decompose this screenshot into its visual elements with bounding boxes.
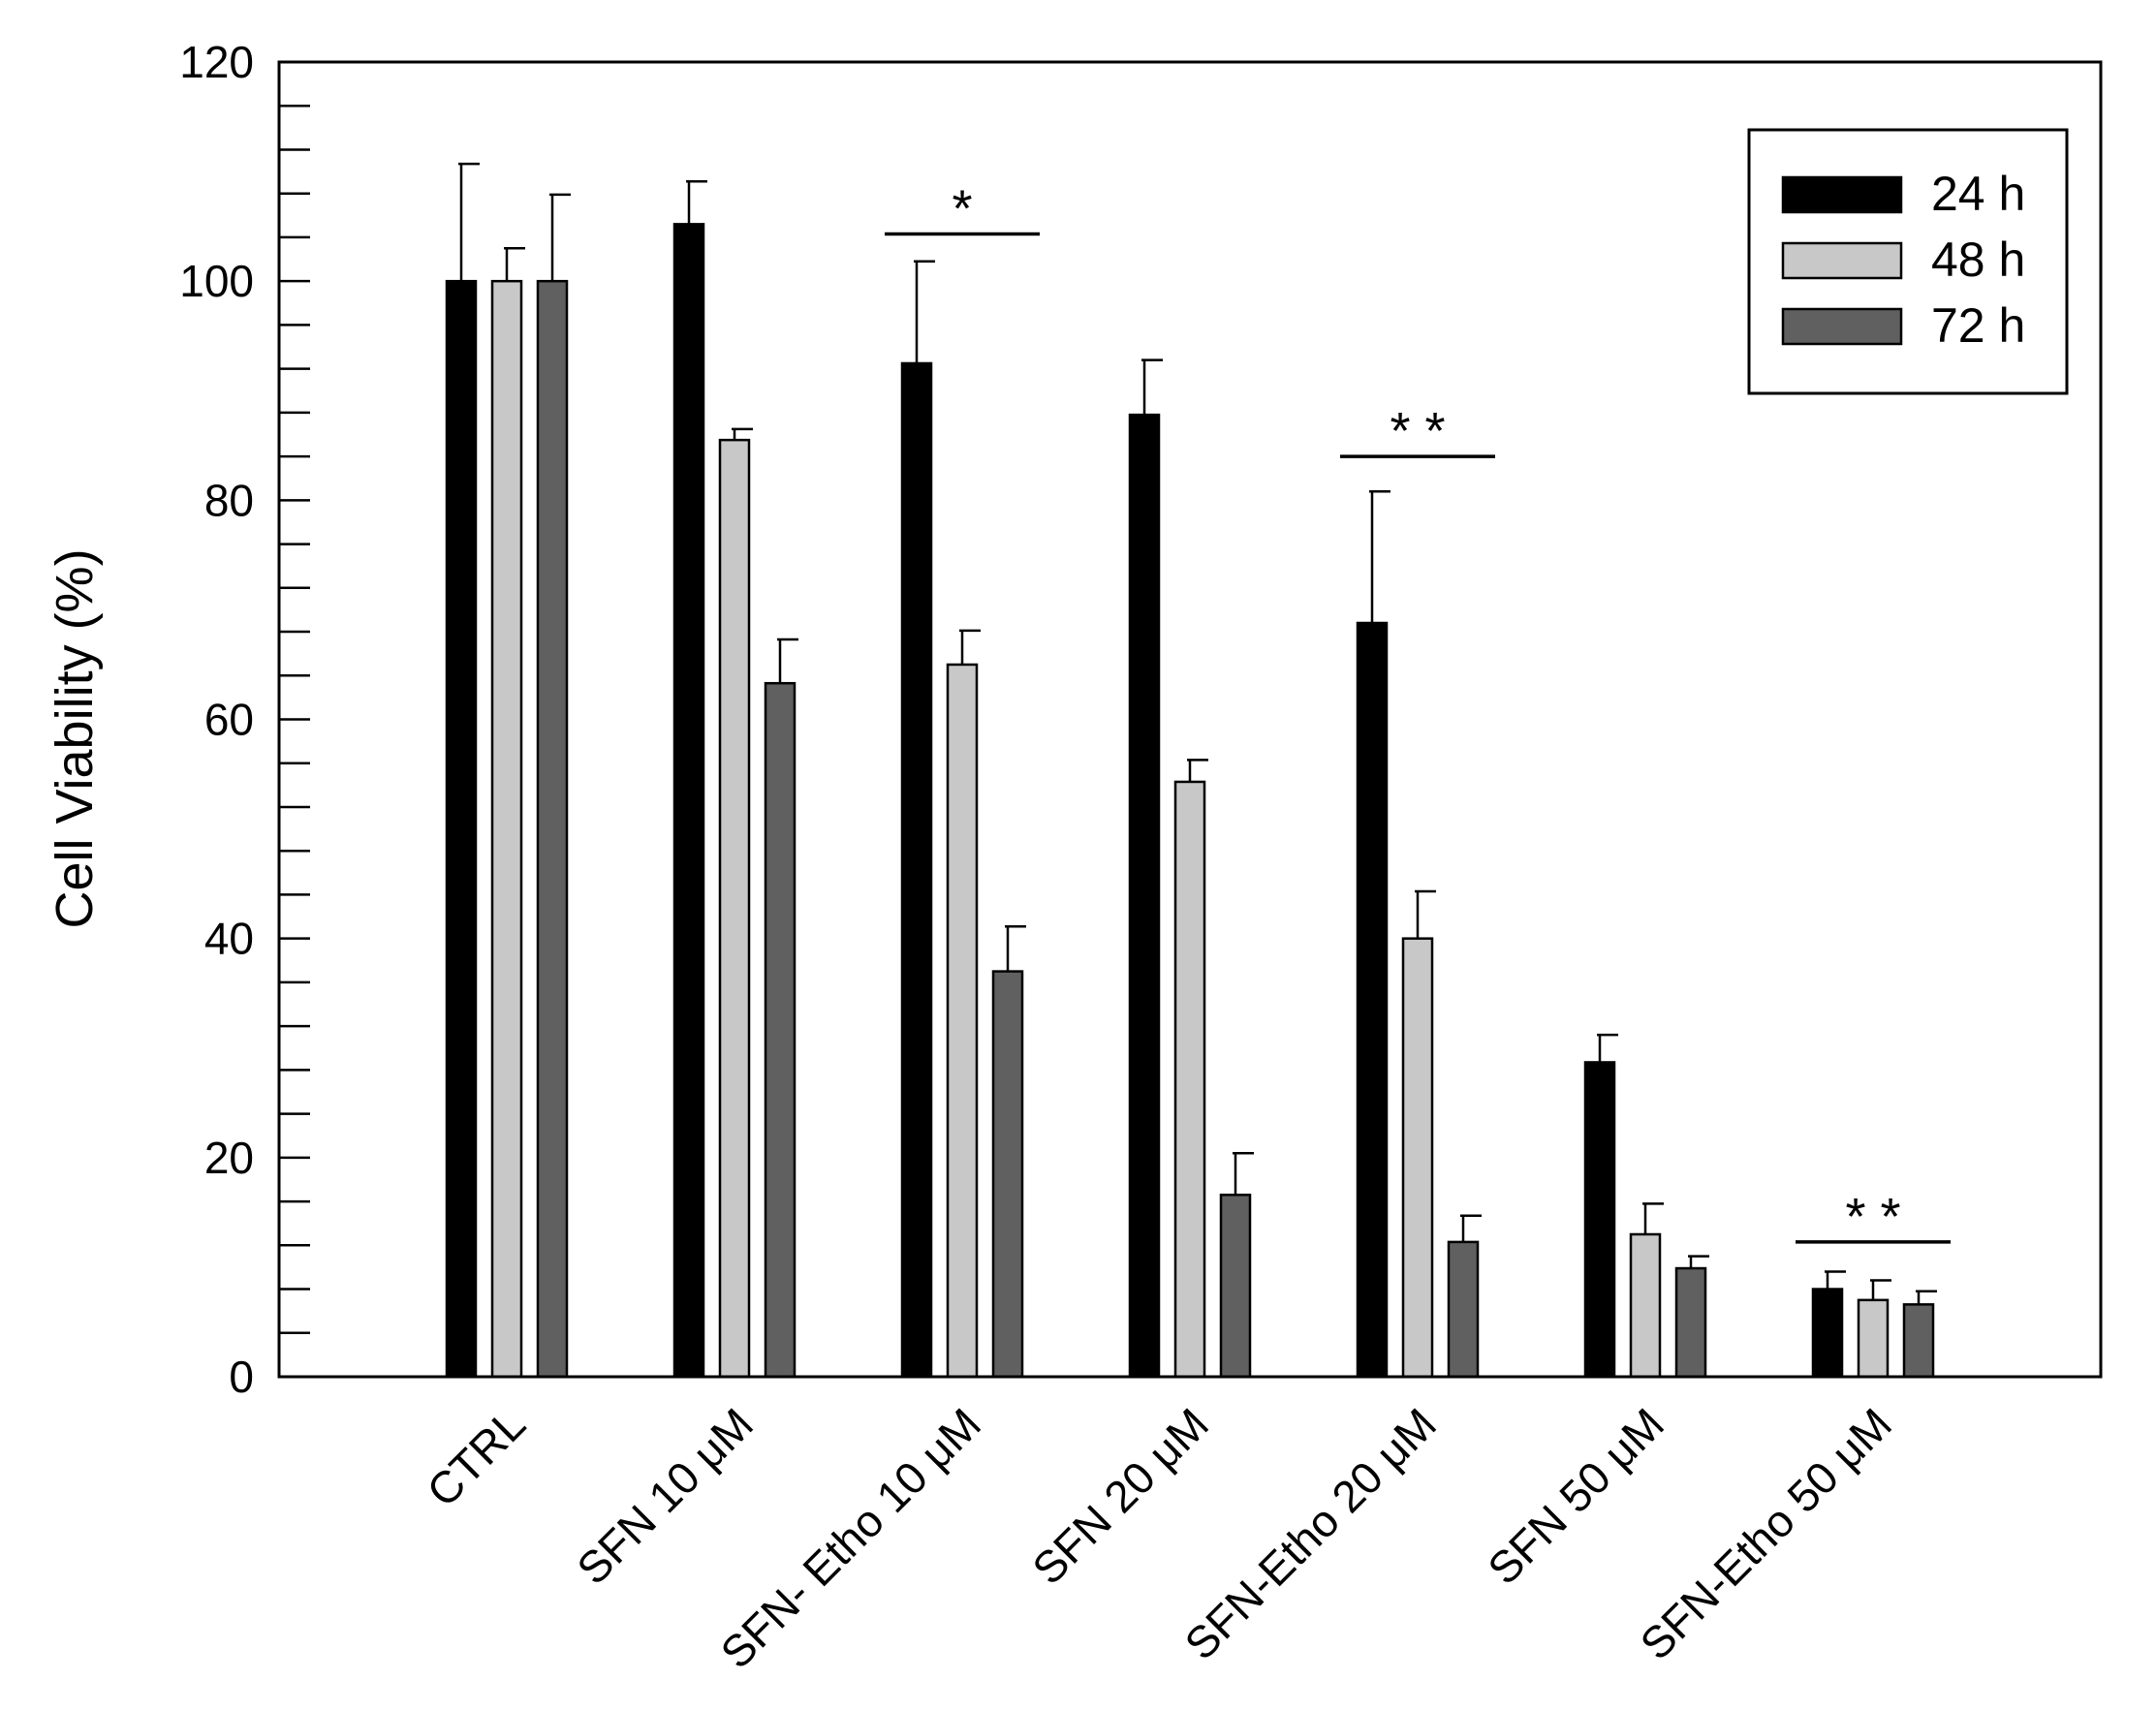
x-tick-label: SFN 50 μM bbox=[1478, 1398, 1673, 1594]
significance-label: * * bbox=[1390, 402, 1445, 460]
error-bar bbox=[504, 246, 525, 282]
y-tick-label: 120 bbox=[179, 37, 254, 87]
error-bar bbox=[1916, 1290, 1937, 1305]
error-bar bbox=[458, 162, 480, 282]
y-tick-label: 20 bbox=[204, 1133, 254, 1183]
error-bars-layer bbox=[458, 162, 1937, 1305]
x-tick-label: CTRL bbox=[417, 1398, 535, 1516]
y-tick-label: 0 bbox=[229, 1352, 254, 1402]
error-bar bbox=[1187, 759, 1208, 782]
error-bar bbox=[1369, 490, 1390, 623]
legend: 24 h 48 h 72 h bbox=[1747, 128, 2069, 395]
legend-swatch bbox=[1781, 307, 1903, 346]
bar bbox=[1356, 621, 1389, 1379]
error-bar bbox=[914, 260, 935, 363]
x-tick-label: SFN-Etho 20 μM bbox=[1174, 1398, 1446, 1669]
error-bar bbox=[732, 427, 753, 441]
bar bbox=[764, 681, 797, 1379]
error-bar bbox=[1460, 1214, 1482, 1242]
bar bbox=[900, 361, 933, 1379]
legend-swatch bbox=[1781, 175, 1903, 214]
error-bar bbox=[1005, 924, 1026, 972]
legend-label: 24 h bbox=[1931, 167, 2025, 221]
error-bar bbox=[1597, 1033, 1618, 1063]
y-tick-label: 60 bbox=[204, 695, 254, 745]
bar bbox=[1629, 1232, 1662, 1379]
bar bbox=[991, 970, 1024, 1379]
bar bbox=[1173, 780, 1206, 1379]
y-tick-label: 80 bbox=[204, 475, 254, 525]
bar bbox=[1128, 413, 1161, 1379]
x-tick-label: SFN-Etho 50 μM bbox=[1630, 1398, 1901, 1669]
significance-annotations: * * * * * bbox=[885, 180, 1951, 1246]
error-bar bbox=[777, 638, 798, 684]
legend-label: 72 h bbox=[1931, 298, 2025, 353]
bar bbox=[490, 279, 523, 1379]
bar bbox=[1902, 1303, 1935, 1379]
significance-marker: * * bbox=[1796, 1188, 1951, 1246]
bar bbox=[536, 279, 569, 1379]
bar bbox=[1811, 1288, 1844, 1379]
error-bar bbox=[1141, 358, 1163, 416]
error-bar bbox=[1688, 1255, 1709, 1269]
bar bbox=[718, 438, 751, 1379]
error-bar bbox=[1870, 1279, 1891, 1300]
bar bbox=[1583, 1061, 1616, 1379]
bars-layer bbox=[445, 223, 1935, 1379]
bar bbox=[445, 279, 478, 1379]
error-bar bbox=[1642, 1202, 1664, 1234]
significance-marker: * bbox=[885, 180, 1040, 238]
legend-label: 48 h bbox=[1931, 233, 2025, 287]
error-bar bbox=[549, 193, 571, 282]
error-bar bbox=[1233, 1152, 1254, 1196]
bar bbox=[672, 223, 705, 1379]
error-bar bbox=[959, 629, 981, 665]
error-bar bbox=[1415, 889, 1436, 939]
error-bar bbox=[1825, 1270, 1846, 1290]
y-tick-label: 40 bbox=[204, 914, 254, 964]
error-bar bbox=[686, 180, 707, 225]
significance-label: * * bbox=[1845, 1188, 1900, 1246]
bar bbox=[1857, 1298, 1890, 1379]
y-axis-title: Cell Viability (%) bbox=[46, 548, 104, 928]
y-axis: 0 20 40 60 80 100 120 bbox=[179, 37, 310, 1402]
bar bbox=[946, 663, 979, 1379]
bar bbox=[1401, 937, 1434, 1379]
bar bbox=[1447, 1240, 1480, 1379]
legend-swatch bbox=[1781, 241, 1903, 280]
x-tick-label: SFN 20 μM bbox=[1022, 1398, 1218, 1594]
bar bbox=[1674, 1266, 1707, 1379]
significance-marker: * * bbox=[1340, 402, 1495, 460]
significance-label: * bbox=[952, 180, 972, 238]
y-tick-label: 100 bbox=[179, 256, 254, 306]
bar bbox=[1219, 1194, 1252, 1379]
x-tick-label: SFN 10 μM bbox=[567, 1398, 763, 1594]
